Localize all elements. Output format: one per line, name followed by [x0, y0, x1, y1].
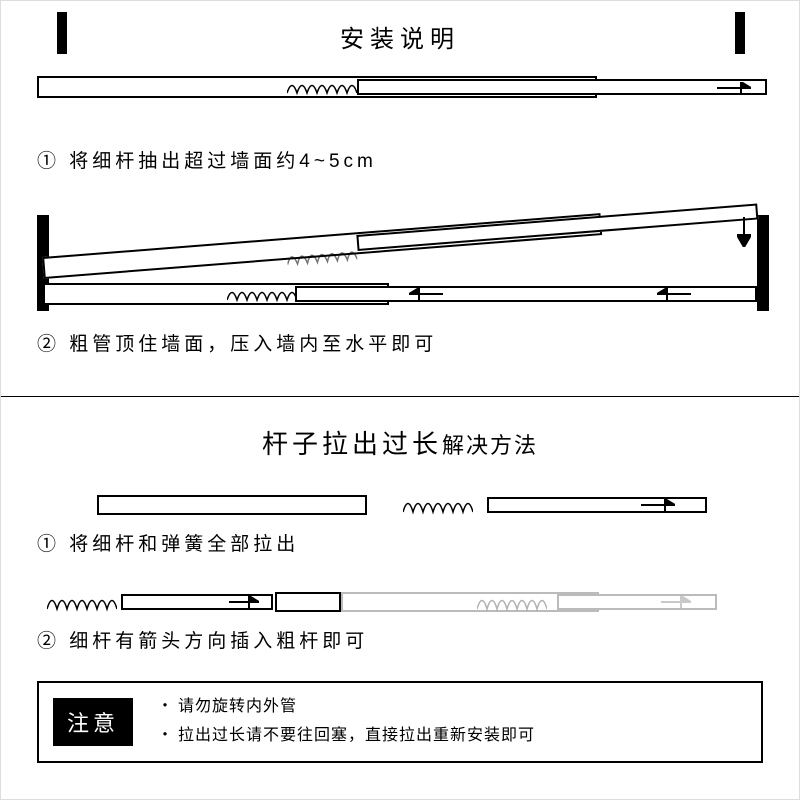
inner-tube — [357, 79, 767, 95]
spring-icon — [287, 78, 357, 96]
fix-step2-caption: ② 细杆有箭头方向插入粗杆即可 — [1, 626, 799, 653]
fix-step1-diagram — [37, 487, 763, 523]
arrow-right-ghost-icon — [661, 596, 691, 608]
fix-step1-caption: ① 将细杆和弹簧全部拉出 — [1, 529, 799, 556]
section-fix: 杆子拉出过长解决方法 ① 将细杆和弹簧全部拉出 — [1, 396, 799, 801]
attention-lines: 请勿旋转内外管 拉出过长请不要往回塞，直接拉出重新安装即可 — [157, 693, 535, 751]
wall-mark-left — [57, 12, 67, 54]
fix-title-small: 解决方法 — [442, 433, 538, 458]
attention-badge: 注意 — [53, 698, 133, 746]
wall-right — [757, 215, 769, 311]
wall-mark-right — [735, 12, 745, 54]
section-install: 安装说明 ① 将细杆抽出超过墙面约4~5cm — [1, 1, 799, 396]
install-step2-caption: ② 粗管顶住墙面，压入墙内至水平即可 — [1, 329, 799, 356]
fix-step2-diagram — [37, 584, 763, 620]
arrow-right-icon — [641, 499, 675, 511]
attention-box: 注意 请勿旋转内外管 拉出过长请不要往回塞，直接拉出重新安装即可 — [37, 681, 763, 763]
outer-tube — [97, 495, 367, 515]
install-title: 安装说明 — [1, 1, 799, 60]
spring-icon — [403, 495, 473, 515]
outer-tube-short — [275, 592, 341, 612]
fix-title-big: 杆子拉出过长 — [262, 429, 442, 459]
spring-icon — [227, 285, 297, 303]
attention-line: 拉出过长请不要往回塞，直接拉出重新安装即可 — [157, 722, 535, 751]
arrow-left-icon — [409, 288, 443, 300]
arrow-right-icon — [229, 596, 259, 608]
inner-tube-ghost — [557, 594, 717, 610]
arrow-right-icon — [717, 82, 751, 94]
spring-icon — [47, 592, 117, 612]
arrow-down-icon — [737, 217, 751, 247]
install-step1-diagram — [37, 60, 763, 140]
spring-ghost-icon — [477, 592, 547, 612]
install-step2-diagram — [37, 191, 763, 323]
arrow-left-icon — [657, 288, 691, 300]
attention-line: 请勿旋转内外管 — [157, 693, 535, 722]
fix-title: 杆子拉出过长解决方法 — [1, 396, 799, 473]
page: 安装说明 ① 将细杆抽出超过墙面约4~5cm — [0, 0, 800, 800]
install-step1-caption: ① 将细杆抽出超过墙面约4~5cm — [1, 146, 799, 173]
